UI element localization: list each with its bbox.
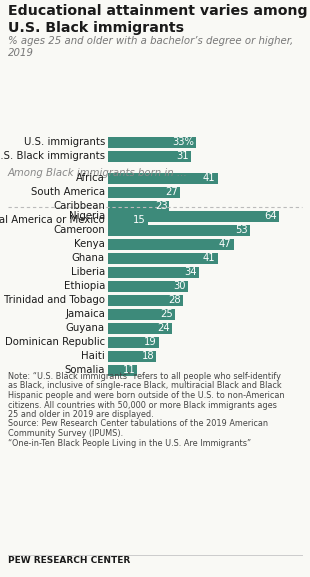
- Text: 18: 18: [141, 351, 154, 361]
- Bar: [108, 294, 183, 305]
- Text: U.S. Black immigrants: U.S. Black immigrants: [0, 151, 105, 161]
- Text: Hispanic people and were born outside of the U.S. to non-American: Hispanic people and were born outside of…: [8, 391, 285, 400]
- Text: Jamaica: Jamaica: [65, 309, 105, 319]
- Bar: [108, 173, 218, 183]
- Text: Haiti: Haiti: [81, 351, 105, 361]
- Text: 11: 11: [123, 365, 135, 375]
- Text: Guyana: Guyana: [66, 323, 105, 333]
- Text: Source: Pew Research Center tabulations of the 2019 American: Source: Pew Research Center tabulations …: [8, 419, 268, 429]
- Text: Ghana: Ghana: [72, 253, 105, 263]
- Bar: [108, 350, 156, 362]
- Text: 47: 47: [219, 239, 232, 249]
- Text: Cameroon: Cameroon: [53, 225, 105, 235]
- Text: 31: 31: [176, 151, 189, 161]
- Text: Caribbean: Caribbean: [53, 201, 105, 211]
- Text: Kenya: Kenya: [74, 239, 105, 249]
- Text: 15: 15: [133, 215, 146, 225]
- Text: 30: 30: [174, 281, 186, 291]
- Text: as Black, inclusive of single-race Black, multiracial Black and Black: as Black, inclusive of single-race Black…: [8, 381, 281, 391]
- Text: Ethiopia: Ethiopia: [64, 281, 105, 291]
- Bar: [108, 186, 180, 197]
- Bar: [108, 215, 148, 226]
- Bar: [108, 151, 191, 162]
- Bar: [108, 365, 137, 376]
- Text: Educational attainment varies among
U.S. Black immigrants: Educational attainment varies among U.S.…: [8, 4, 308, 35]
- Text: citizens. All countries with 50,000 or more Black immigrants ages: citizens. All countries with 50,000 or m…: [8, 400, 277, 410]
- Text: 34: 34: [184, 267, 197, 277]
- Text: Central America or Mexico: Central America or Mexico: [0, 215, 105, 225]
- Text: 28: 28: [168, 295, 181, 305]
- Text: 25: 25: [160, 309, 173, 319]
- Text: 41: 41: [203, 253, 215, 263]
- Bar: [108, 336, 159, 347]
- Text: Africa: Africa: [76, 173, 105, 183]
- Text: “One-in-Ten Black People Living in the U.S. Are Immigrants”: “One-in-Ten Black People Living in the U…: [8, 439, 251, 448]
- Bar: [108, 238, 233, 249]
- Text: % ages 25 and older with a bachelor’s degree or higher,
2019: % ages 25 and older with a bachelor’s de…: [8, 36, 293, 58]
- Text: Among Black immigrants born in …: Among Black immigrants born in …: [8, 168, 188, 178]
- Bar: [108, 309, 175, 320]
- Bar: [108, 200, 170, 212]
- Bar: [108, 323, 172, 334]
- Text: South America: South America: [31, 187, 105, 197]
- Bar: [108, 224, 250, 235]
- Bar: [108, 253, 218, 264]
- Text: 64: 64: [264, 211, 277, 221]
- Text: 24: 24: [157, 323, 170, 333]
- Text: Liberia: Liberia: [71, 267, 105, 277]
- Text: Trinidad and Tobago: Trinidad and Tobago: [4, 295, 105, 305]
- Bar: [108, 267, 199, 278]
- Bar: [108, 280, 188, 291]
- Text: PEW RESEARCH CENTER: PEW RESEARCH CENTER: [8, 556, 130, 565]
- Text: Nigeria: Nigeria: [69, 211, 105, 221]
- Text: Dominican Republic: Dominican Republic: [5, 337, 105, 347]
- Text: U.S. immigrants: U.S. immigrants: [24, 137, 105, 147]
- Text: 53: 53: [235, 225, 248, 235]
- Text: 33%: 33%: [172, 137, 194, 147]
- Text: 27: 27: [165, 187, 178, 197]
- Text: 23: 23: [155, 201, 167, 211]
- Text: 41: 41: [203, 173, 215, 183]
- Text: Community Survey (IPUMS).: Community Survey (IPUMS).: [8, 429, 123, 438]
- Text: Note: “U.S. Black immigrants” refers to all people who self-identify: Note: “U.S. Black immigrants” refers to …: [8, 372, 281, 381]
- Text: Somalia: Somalia: [64, 365, 105, 375]
- Bar: [108, 137, 196, 148]
- Bar: [108, 211, 279, 222]
- Text: 25 and older in 2019 are displayed.: 25 and older in 2019 are displayed.: [8, 410, 154, 419]
- Text: 19: 19: [144, 337, 157, 347]
